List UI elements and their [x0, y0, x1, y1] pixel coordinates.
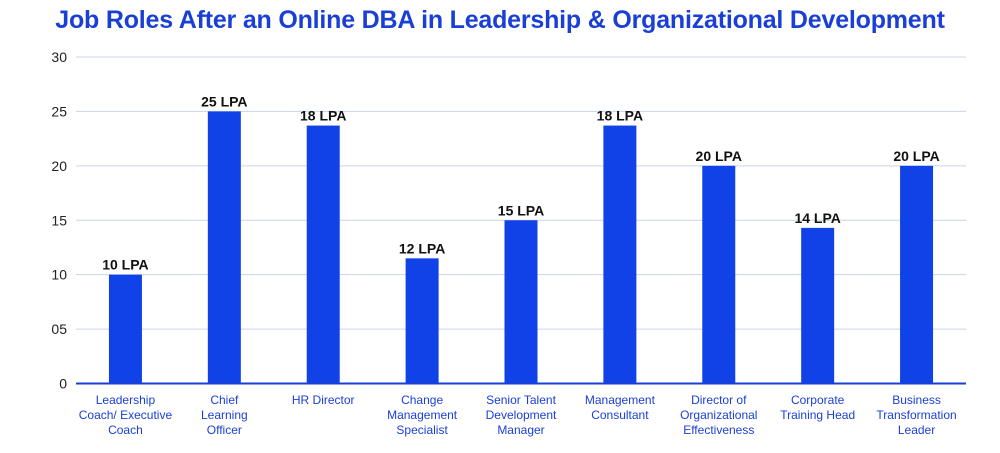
- y-tick-label: 25: [51, 103, 67, 119]
- y-tick-label: 10: [51, 267, 67, 283]
- y-axis-ticks: 0 05 10 15 20 25 30: [51, 49, 67, 392]
- category-label-line: Management: [387, 408, 458, 422]
- category-label-line: Corporate: [791, 393, 845, 407]
- category-label-line: Change: [401, 393, 443, 407]
- bar: [306, 125, 340, 384]
- category-label: Business Transformation Leader: [876, 393, 956, 437]
- data-label: 18 LPA: [597, 108, 643, 124]
- data-label: 18 LPA: [300, 108, 346, 124]
- bar: [108, 274, 142, 384]
- data-label: 20 LPA: [893, 148, 939, 164]
- category-label-line: Senior Talent: [486, 393, 556, 407]
- bar: [405, 258, 439, 384]
- category-label-line: Management: [585, 393, 656, 407]
- category-label-line: Training Head: [780, 408, 855, 422]
- y-tick-label: 15: [51, 212, 67, 228]
- category-label-line: Specialist: [396, 423, 448, 437]
- category-label: Change Management Specialist: [387, 393, 458, 437]
- data-label: 14 LPA: [794, 210, 840, 226]
- y-tick-label: 0: [59, 376, 67, 392]
- y-tick-label: 30: [51, 49, 67, 65]
- category-label-line: Consultant: [591, 408, 649, 422]
- category-label-line: Leadership: [96, 393, 156, 407]
- bar: [504, 220, 538, 384]
- category-label-line: Chief: [210, 393, 239, 407]
- category-label-line: Business: [892, 393, 941, 407]
- chart-title: Job Roles After an Online DBA in Leaders…: [55, 6, 945, 34]
- bar: [702, 165, 736, 384]
- category-label-line: HR Director: [292, 393, 355, 407]
- y-tick-label: 05: [51, 321, 67, 337]
- data-label: 10 LPA: [102, 257, 148, 273]
- category-labels: Leadership Coach/ Executive Coach Chief Lear…: [79, 393, 957, 437]
- category-label-line: Learning: [201, 408, 248, 422]
- bars: [108, 111, 934, 384]
- category-label: Director of Organizational Effectiveness: [680, 393, 757, 437]
- category-label-line: Organizational: [680, 408, 757, 422]
- category-label-line: Manager: [497, 423, 544, 437]
- data-labels: 10 LPA 25 LPA 18 LPA 12 LPA 15 LPA 18 LPA 20 L…: [102, 93, 940, 272]
- category-label-line: Effectiveness: [683, 423, 754, 437]
- category-label: Leadership Coach/ Executive Coach: [79, 393, 173, 437]
- category-label: HR Director: [292, 393, 355, 407]
- y-tick-label: 20: [51, 158, 67, 174]
- bar: [801, 227, 835, 384]
- bar: [900, 165, 934, 384]
- bar: [207, 111, 241, 384]
- data-label: 20 LPA: [696, 148, 742, 164]
- category-label: Senior Talent Development Manager: [486, 393, 557, 437]
- category-label-line: Leader: [898, 423, 935, 437]
- category-label-line: Transformation: [876, 408, 956, 422]
- category-label-line: Development: [486, 408, 557, 422]
- category-label-line: Coach/ Executive: [79, 408, 173, 422]
- category-label: Corporate Training Head: [780, 393, 855, 422]
- category-label: Management Consultant: [585, 393, 656, 422]
- category-label-line: Officer: [207, 423, 242, 437]
- data-label: 25 LPA: [201, 93, 247, 109]
- data-label: 12 LPA: [399, 240, 445, 256]
- category-label-line: Director of: [691, 393, 747, 407]
- bar: [603, 125, 637, 384]
- data-label: 15 LPA: [498, 202, 544, 218]
- category-label-line: Coach: [108, 423, 143, 437]
- category-label: Chief Learning Officer: [201, 393, 248, 437]
